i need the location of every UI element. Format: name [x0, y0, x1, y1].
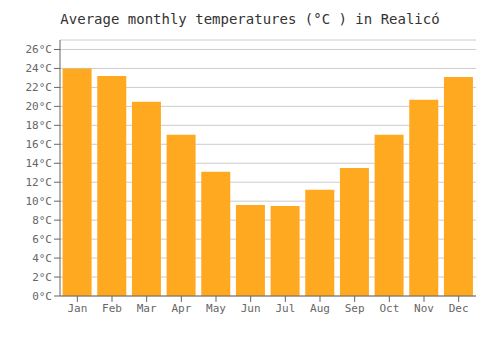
html-text:Average monthly temperatures (: Average monthly temperatures (°C ) in Re… [60, 11, 440, 27]
svg-text:Jan: Jan [67, 302, 87, 315]
svg-text:Aug: Aug [310, 302, 330, 315]
svg-text:2°C: 2°C [32, 271, 52, 284]
svg-text:6°C: 6°C [32, 233, 52, 246]
svg-text:Feb: Feb [102, 302, 122, 315]
svg-text:Apr: Apr [171, 302, 191, 315]
svg-text:16°C: 16°C [26, 138, 53, 151]
svg-text:26°C: 26°C [26, 43, 53, 56]
svg-text:24°C: 24°C [26, 62, 53, 75]
svg-text:8°C: 8°C [32, 214, 52, 227]
svg-text:20°C: 20°C [26, 100, 53, 113]
svg-text:0°C: 0°C [32, 290, 52, 303]
svg-text:May: May [206, 302, 226, 315]
svg-text:18°C: 18°C [26, 119, 53, 132]
svg-text:Sep: Sep [345, 302, 365, 315]
svg-text:12°C: 12°C [26, 176, 53, 189]
svg-text:4°C: 4°C [32, 252, 52, 265]
svg-text:Nov: Nov [414, 302, 434, 315]
svg-text:Jun: Jun [241, 302, 261, 315]
svg-text:Jul: Jul [275, 302, 295, 315]
svg-text:22°C: 22°C [26, 81, 53, 94]
svg-text:Oct: Oct [379, 302, 399, 315]
svg-text:Mar: Mar [137, 302, 157, 315]
svg-text:14°C: 14°C [26, 157, 53, 170]
svg-text:Dec: Dec [449, 302, 469, 315]
svg-text:10°C: 10°C [26, 195, 53, 208]
